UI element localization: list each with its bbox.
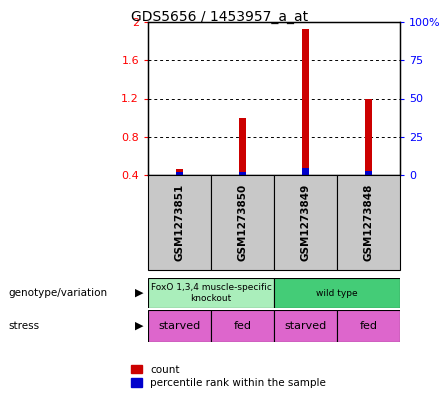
Bar: [148, 175, 211, 270]
Bar: [337, 175, 400, 270]
Bar: [176, 172, 183, 175]
Bar: [274, 175, 337, 270]
Bar: [365, 99, 372, 175]
Bar: [211, 175, 274, 270]
Text: fed: fed: [234, 321, 252, 331]
Text: ▶: ▶: [135, 288, 143, 298]
Bar: [274, 310, 337, 342]
Text: fed: fed: [359, 321, 378, 331]
Text: stress: stress: [9, 321, 40, 331]
Bar: [365, 171, 372, 175]
Text: genotype/variation: genotype/variation: [9, 288, 108, 298]
Text: GSM1273851: GSM1273851: [175, 184, 184, 261]
Bar: [274, 278, 400, 308]
Legend: count, percentile rank within the sample: count, percentile rank within the sample: [131, 365, 326, 388]
Bar: [239, 118, 246, 175]
Text: ▶: ▶: [135, 321, 143, 331]
Bar: [337, 310, 400, 342]
Text: FoxO 1,3,4 muscle-specific
knockout: FoxO 1,3,4 muscle-specific knockout: [150, 283, 271, 303]
Text: starved: starved: [284, 321, 326, 331]
Text: GSM1273848: GSM1273848: [363, 184, 374, 261]
Bar: [302, 168, 309, 175]
Text: wild type: wild type: [316, 288, 358, 298]
Text: GSM1273849: GSM1273849: [301, 184, 311, 261]
Bar: [239, 172, 246, 175]
Text: GDS5656 / 1453957_a_at: GDS5656 / 1453957_a_at: [132, 10, 308, 24]
Text: GSM1273850: GSM1273850: [238, 184, 248, 261]
Bar: [148, 310, 211, 342]
Bar: [148, 278, 274, 308]
Text: starved: starved: [158, 321, 201, 331]
Bar: [302, 29, 309, 175]
Bar: [211, 310, 274, 342]
Bar: [176, 169, 183, 175]
